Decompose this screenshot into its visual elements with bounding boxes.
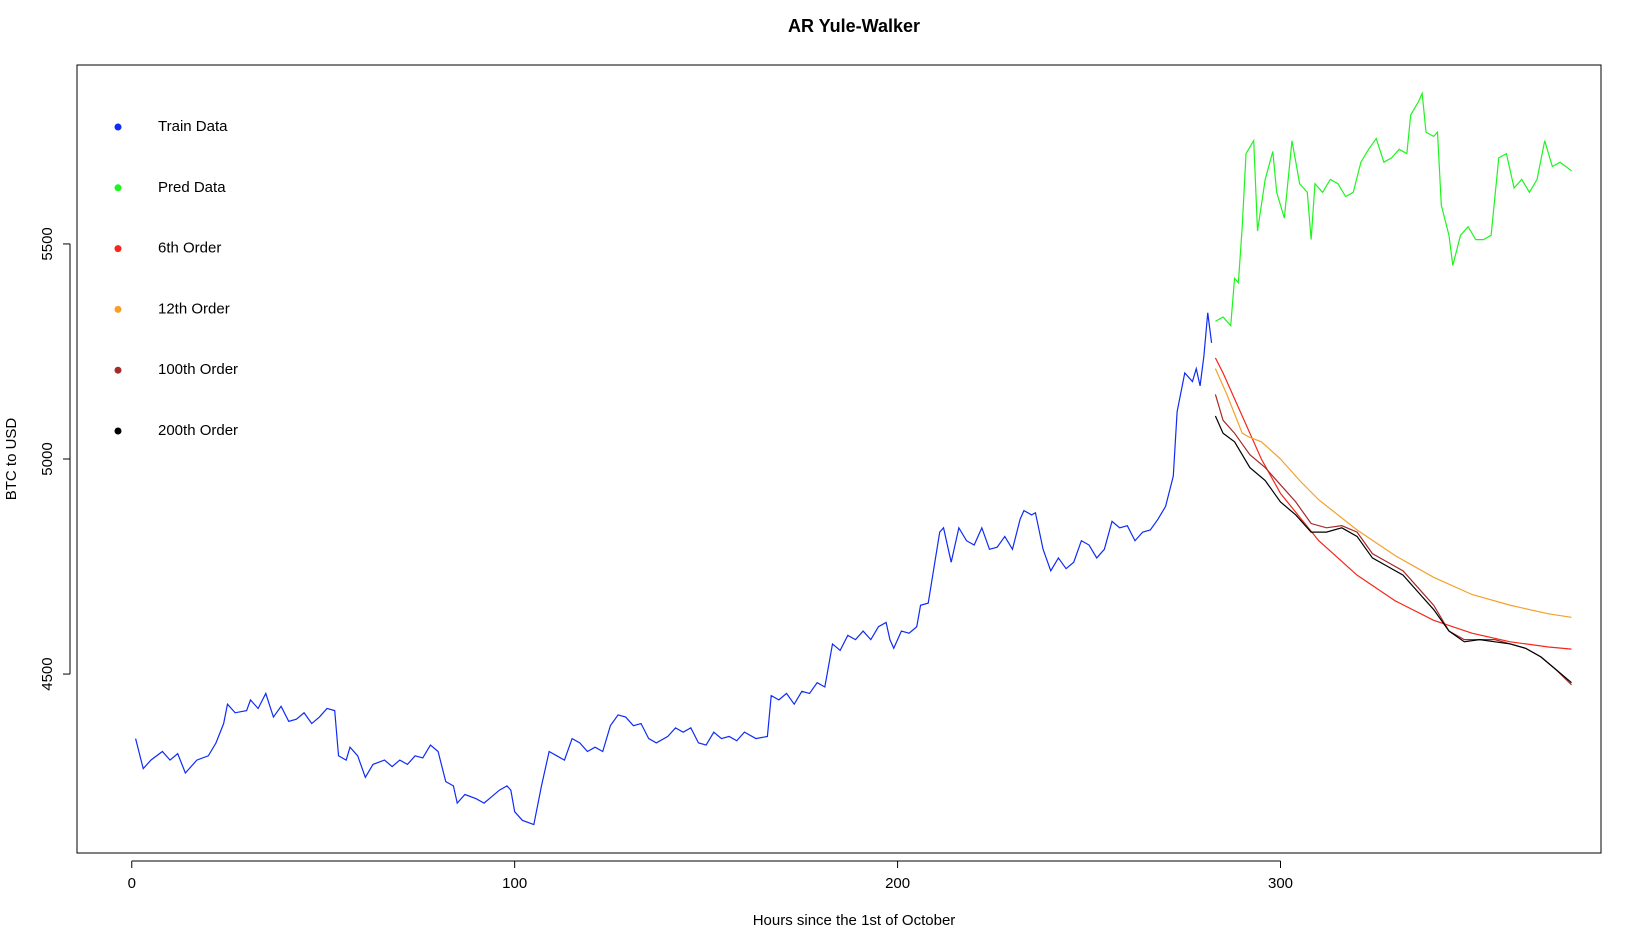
legend-label: 100th Order [158,361,238,378]
y-tick-label: 5500 [39,227,56,260]
legend-marker [114,305,122,313]
y-axis-label: BTC to USD [3,418,20,501]
series-line [1214,368,1572,618]
series-line [1214,357,1572,650]
legend-marker [114,245,122,253]
x-tick-label: 0 [128,875,136,892]
legend-marker [114,427,122,435]
series-line [135,312,1213,826]
legend-label: 12th Order [158,300,230,317]
legend-marker [114,123,122,131]
y-tick-label: 5000 [39,442,56,475]
y-tick-label: 4500 [39,657,56,690]
series-line [1215,91,1572,328]
legend-marker [114,184,122,192]
x-axis-label: Hours since the 1st of October [753,912,956,929]
x-tick-label: 100 [502,875,527,892]
plot-frame [76,64,1602,854]
legend-label: 200th Order [158,422,238,439]
series-line [1214,415,1572,684]
chart-title: AR Yule-Walker [788,16,920,36]
legend-label: Pred Data [158,179,226,196]
x-tick-label: 300 [1268,875,1293,892]
x-tick-label: 200 [885,875,910,892]
legend-label: 6th Order [158,240,221,257]
legend-label: Train Data [158,118,228,135]
legend-marker [114,366,122,374]
series-line [1214,394,1572,686]
